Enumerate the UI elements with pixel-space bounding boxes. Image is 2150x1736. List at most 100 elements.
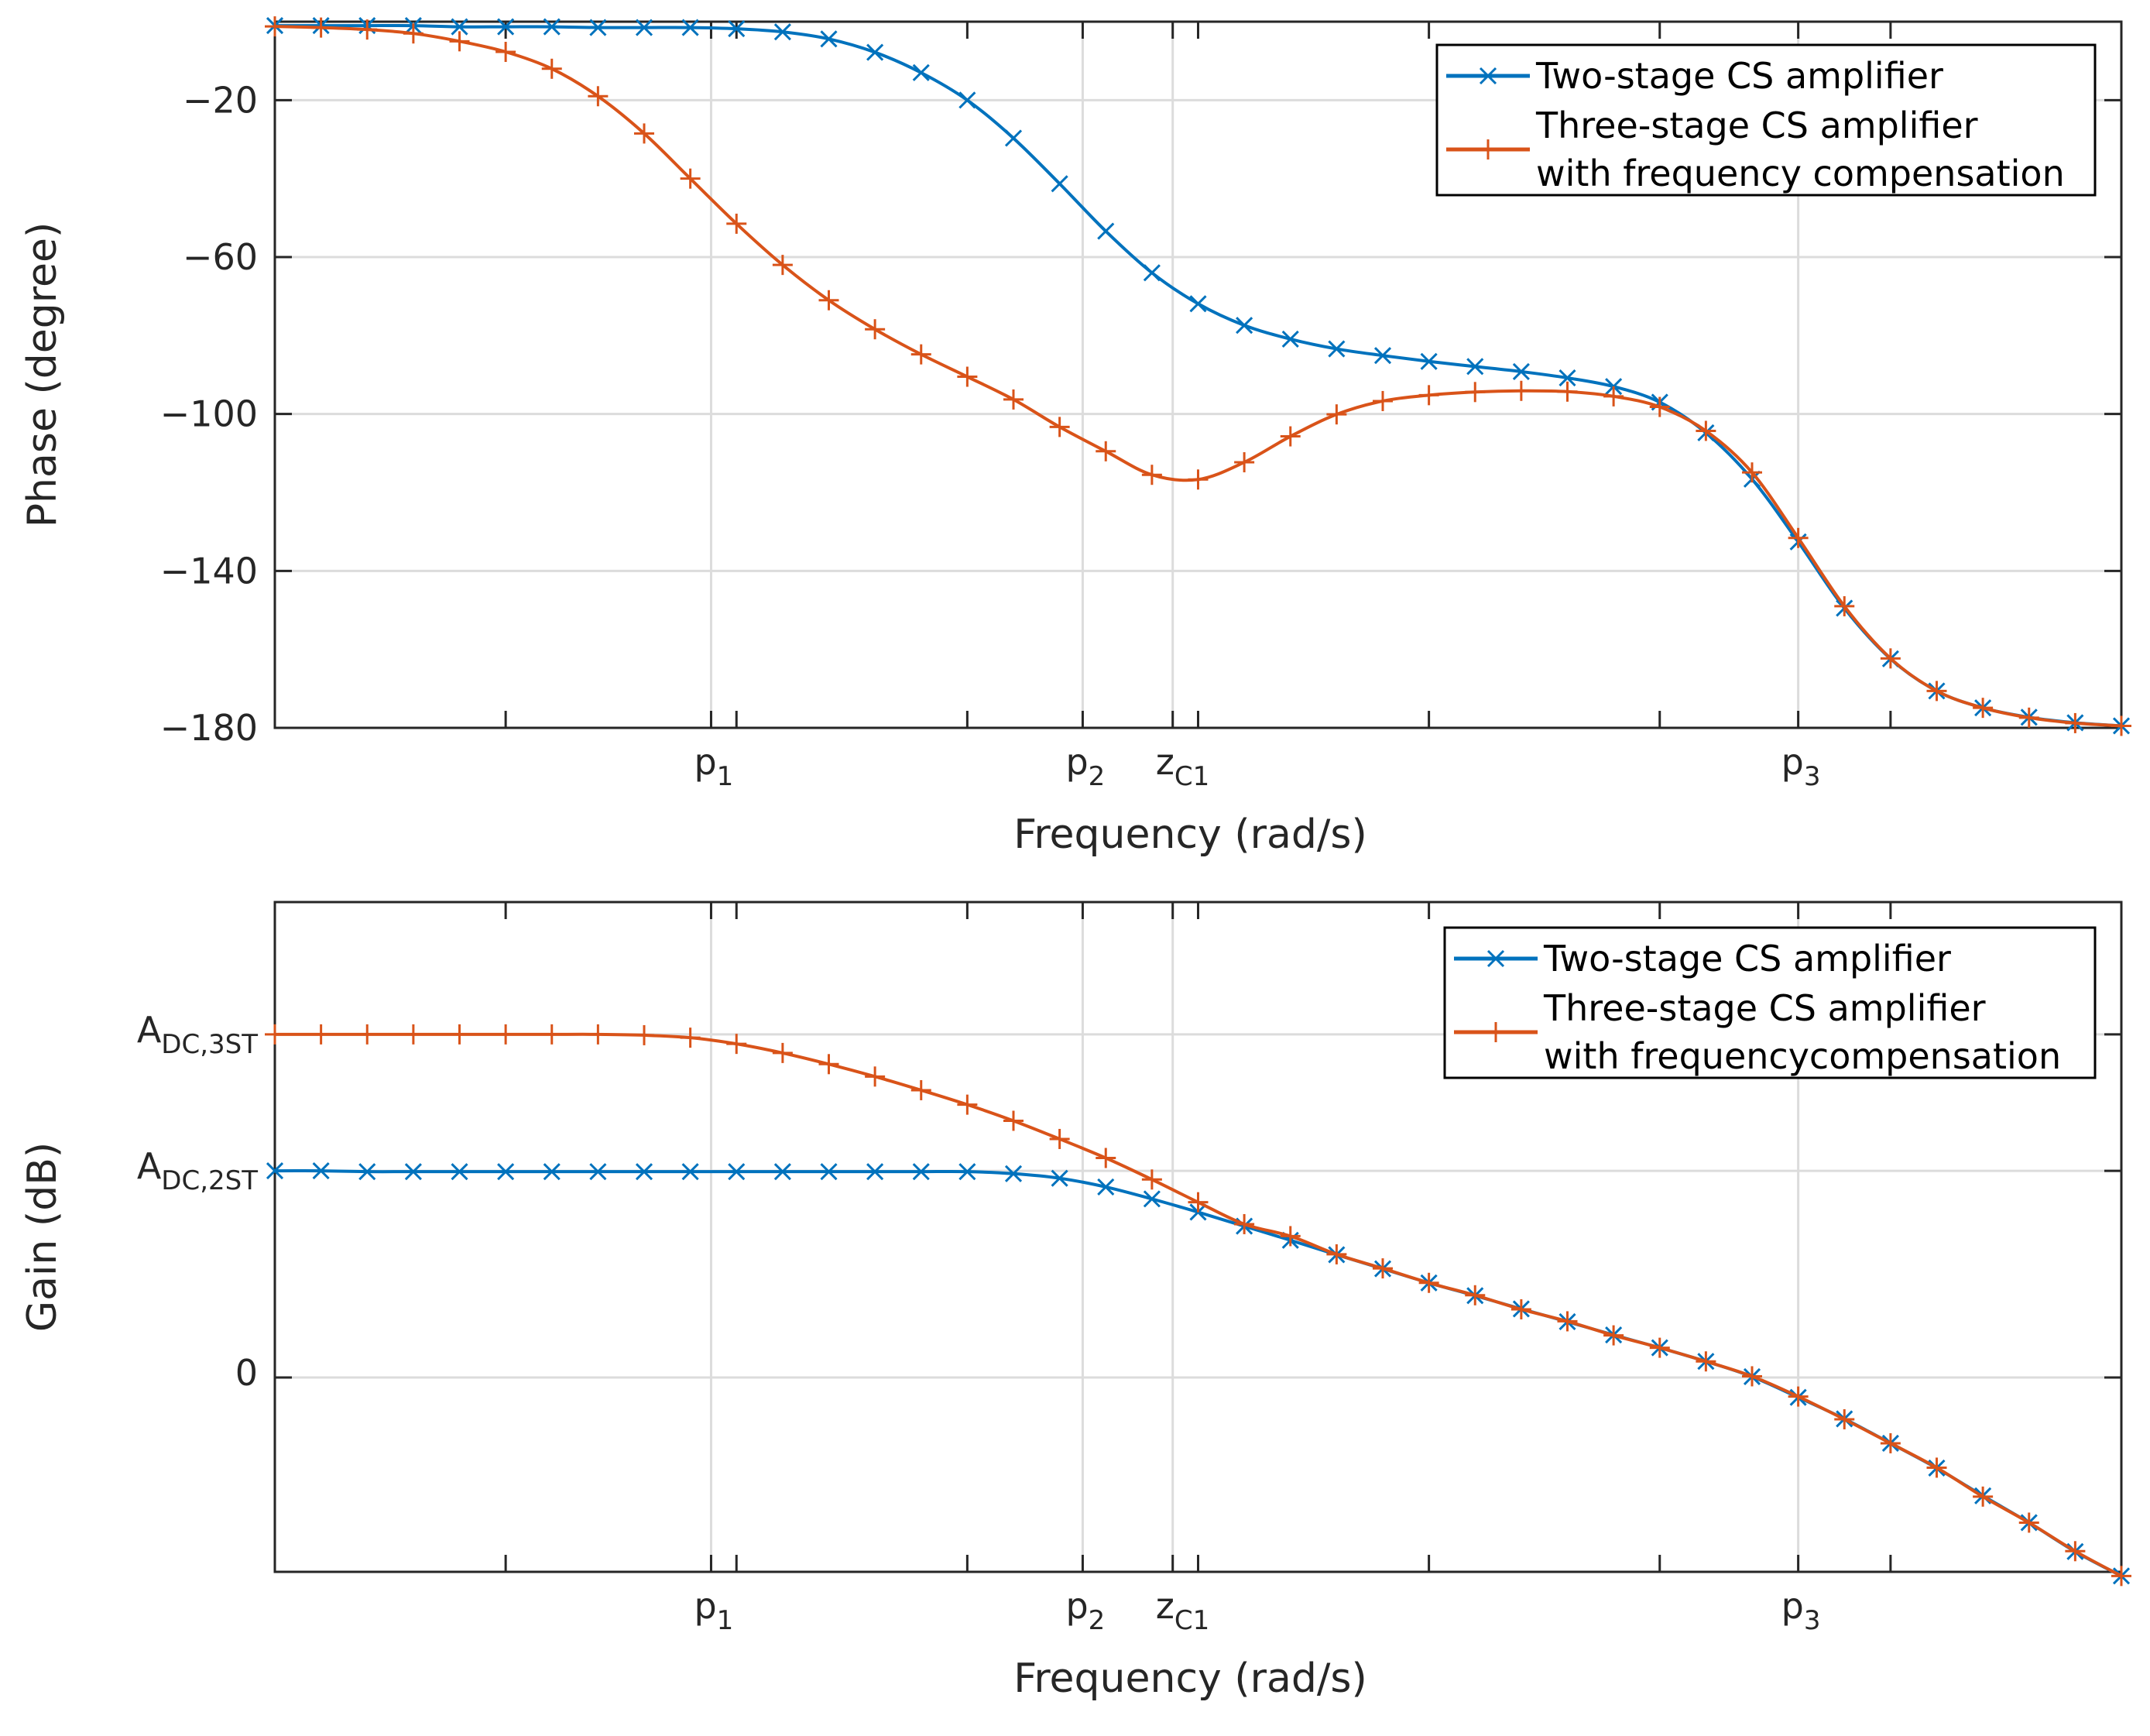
x-axis-label: Frequency (rad/s) — [1013, 811, 1367, 858]
x-tick-label-p1: p1 — [694, 1585, 733, 1636]
marker-stroke — [1281, 330, 1299, 348]
data-point-x-marker — [312, 1162, 330, 1180]
marker-stroke — [497, 18, 515, 36]
x-tick-label-p1-base: p — [694, 1585, 716, 1627]
legend-label: with frequency compensation — [1536, 153, 2065, 194]
data-point-plus-marker — [1603, 1325, 1624, 1346]
data-point-plus-marker — [1973, 698, 1994, 719]
data-point-x-marker — [1004, 129, 1023, 147]
marker-stroke — [312, 1162, 330, 1180]
data-point-x-marker — [404, 1163, 422, 1181]
data-point-plus-marker — [2018, 1512, 2039, 1533]
data-point-plus-marker — [957, 366, 978, 387]
marker-stroke — [728, 20, 746, 38]
data-point-plus-marker — [1926, 681, 1947, 702]
data-point-plus-marker — [1510, 1299, 1531, 1319]
data-point-x-marker — [543, 18, 561, 36]
data-point-plus-marker — [772, 1042, 793, 1063]
data-point-plus-marker — [2065, 1541, 2086, 1562]
data-point-x-marker — [820, 1163, 838, 1181]
legend: Two-stage CS amplifier Three-stage CS amp… — [1443, 926, 2097, 1079]
data-point-plus-marker — [1280, 1226, 1301, 1247]
data-point-x-marker — [912, 63, 930, 81]
data-point-plus-marker — [2065, 712, 2086, 733]
data-point-plus-marker — [541, 1024, 562, 1045]
data-point-x-marker — [589, 19, 607, 36]
data-point-x-marker — [866, 43, 884, 61]
legend-entry-three-stage: Three-stage CS amplifier with frequency c… — [1446, 105, 2065, 194]
marker-stroke — [1097, 222, 1115, 240]
data-point-plus-marker — [265, 1024, 285, 1045]
data-point-plus-marker — [449, 1024, 470, 1045]
data-point-x-marker — [1051, 175, 1068, 193]
marker-stroke — [773, 1163, 791, 1181]
data-point-x-marker — [728, 20, 746, 38]
data-point-plus-marker — [403, 23, 423, 44]
x-tick-label-p2: p2 — [1065, 741, 1105, 792]
y-tick-label-sub: DC,2ST — [161, 1165, 258, 1196]
data-point-plus-marker — [1049, 417, 1070, 437]
marker-stroke — [728, 1163, 746, 1181]
data-point-x-marker — [358, 1163, 376, 1181]
data-point-plus-marker — [495, 42, 516, 63]
data-point-plus-marker — [357, 19, 378, 40]
data-point-plus-marker — [680, 168, 701, 189]
data-point-x-marker — [266, 1162, 284, 1180]
x-tick-label-zC1: zC1 — [1156, 741, 1210, 792]
x-tick-label-p3-base: p — [1781, 741, 1804, 783]
data-point-x-marker — [866, 1163, 884, 1181]
marker-stroke — [1143, 264, 1161, 282]
data-point-x-marker — [1328, 340, 1346, 358]
data-point-plus-marker — [1234, 1213, 1255, 1234]
series-three-stage — [265, 16, 2131, 736]
data-point-plus-marker — [541, 58, 562, 79]
data-point-x-marker — [1004, 1165, 1023, 1182]
legend-marker — [1486, 949, 1505, 968]
data-point-x-marker — [635, 1163, 653, 1181]
data-point-plus-marker — [865, 1066, 886, 1087]
x-tick-label-p3: p3 — [1781, 1585, 1821, 1636]
y-tick-label-base: A — [137, 1009, 162, 1051]
y-axis-label: Phase (degree) — [19, 222, 66, 528]
marker-stroke — [1420, 352, 1438, 370]
marker-stroke — [266, 1162, 284, 1180]
data-point-x-marker — [1051, 1169, 1068, 1187]
data-point-plus-marker — [957, 1094, 978, 1115]
marker-stroke — [1373, 347, 1392, 365]
marker-stroke — [1051, 1169, 1068, 1187]
data-point-x-marker — [1143, 1190, 1161, 1208]
data-point-plus-marker — [1696, 420, 1716, 441]
marker-stroke — [820, 30, 838, 48]
legend-label: Three-stage CS amplifier — [1543, 987, 1986, 1029]
data-point-plus-marker — [1880, 648, 1901, 669]
marker-stroke — [451, 18, 468, 36]
marker-stroke — [1466, 358, 1484, 376]
y-tick-label: ADC,3ST — [137, 1009, 258, 1060]
x-tick-label-p1-sub: 1 — [717, 761, 734, 792]
series-two-stage — [266, 17, 2131, 735]
data-point-plus-marker — [910, 1079, 931, 1100]
marker-stroke — [543, 1163, 561, 1181]
x-tick-label-zC1-base: z — [1156, 1585, 1174, 1627]
marker-stroke — [1097, 1178, 1115, 1196]
data-point-plus-marker — [1742, 1366, 1762, 1387]
data-point-plus-marker — [310, 17, 331, 38]
data-point-plus-marker — [588, 86, 609, 107]
x-tick-label-p1-sub: 1 — [717, 1605, 734, 1636]
x-tick-label-zC1: zC1 — [1156, 1585, 1210, 1636]
data-point-x-marker — [497, 18, 515, 36]
data-point-x-marker — [543, 1163, 561, 1181]
legend-marker — [1479, 67, 1497, 85]
x-axis-label: Frequency (rad/s) — [1013, 1655, 1367, 1702]
data-point-plus-marker — [1649, 1337, 1670, 1358]
data-point-x-marker — [958, 1163, 976, 1181]
series-two-stage — [266, 1162, 2131, 1585]
data-point-plus-marker — [1096, 441, 1116, 461]
x-tick-label-p3-base: p — [1781, 1585, 1804, 1627]
marker-stroke — [1004, 129, 1023, 147]
legend-entry-two-stage: Two-stage CS amplifier — [1454, 938, 1951, 980]
data-point-plus-marker — [1880, 1432, 1901, 1453]
marker-stroke — [866, 43, 884, 61]
data-point-x-marker — [681, 1163, 699, 1181]
